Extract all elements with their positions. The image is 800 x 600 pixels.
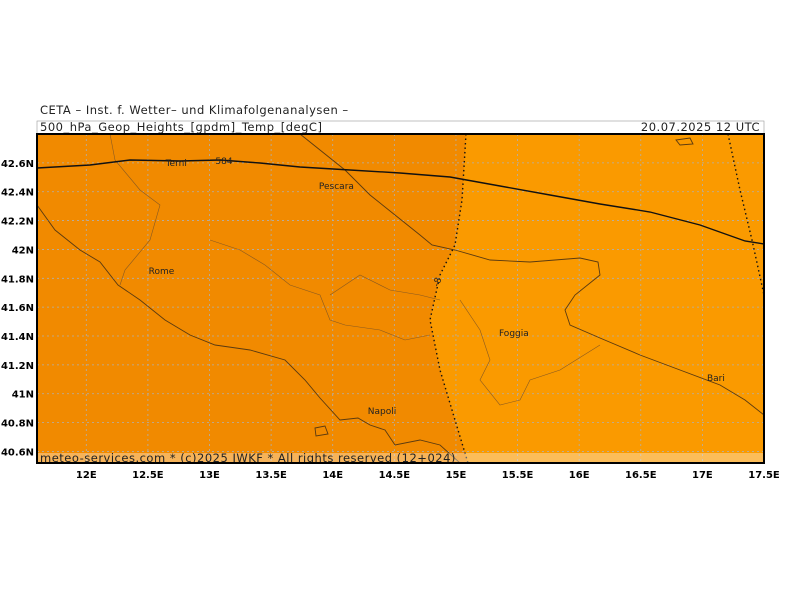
lat-tick-label: 42N: [12, 245, 34, 256]
lon-tick-label: 14.5E: [379, 470, 411, 481]
footer-bar: [37, 453, 764, 463]
lon-tick-label: 12.5E: [132, 470, 164, 481]
city-label: Rome: [149, 267, 175, 277]
coastline-tyrrhenian: [37, 204, 461, 463]
city-label: Foggia: [499, 329, 529, 339]
header-date: 20.07.2025 12 UTC: [641, 120, 760, 134]
lat-tick-label: 41.8N: [1, 274, 34, 285]
contour-label: -8: [432, 276, 445, 288]
footer-credit: meteo-services.com * (c)2025 IWKF * All …: [40, 451, 456, 465]
city-label: Terni: [165, 159, 187, 169]
lon-tick-label: 17.5E: [748, 470, 780, 481]
lat-tick-label: 41.4N: [1, 332, 34, 343]
regional-borders: [109, 134, 601, 406]
lat-tick-label: 40.8N: [1, 419, 34, 430]
header-field: 500_hPa_Geop_Heights_[gpdm]_Temp_[degC]: [40, 120, 322, 134]
city-label: Bari: [707, 374, 725, 384]
lon-tick-label: 17E: [692, 470, 713, 481]
islands: [314, 137, 694, 437]
grid: [37, 134, 764, 463]
map-frame: [36, 133, 765, 464]
axis-ticks: 12E 12.5E 13E 13.5E 14E 14.5E 15E 15.5E 16E 16.5E…: [1, 159, 780, 481]
lat-tick-label: 41.2N: [1, 361, 34, 372]
contour-label: 584: [215, 157, 232, 167]
lon-tick-label: 13E: [199, 470, 220, 481]
geopotential-contour: [37, 159, 764, 245]
lon-tick-label: 16.5E: [625, 470, 657, 481]
city-label: Pescara: [319, 182, 354, 192]
lon-tick-label: 16E: [569, 470, 590, 481]
lon-tick-label: 15.5E: [502, 470, 534, 481]
cities: Terni Pescara Rome Foggia Napoli Bari: [149, 159, 725, 417]
lat-tick-label: 40.6N: [1, 447, 34, 458]
cold-region: [37, 134, 468, 463]
header-title: CETA – Inst. f. Wetter– und Klimafolgena…: [40, 103, 349, 117]
lon-tick-label: 15E: [446, 470, 467, 481]
lat-tick-label: 42.4N: [1, 188, 34, 199]
lon-tick-label: 14E: [322, 470, 343, 481]
coastline-adriatic: [299, 134, 764, 416]
lon-tick-label: 13.5E: [255, 470, 287, 481]
lat-tick-label: 42.6N: [1, 159, 34, 170]
lat-tick-label: 41N: [12, 390, 34, 401]
lon-tick-label: 12E: [76, 470, 97, 481]
lat-tick-label: 42.2N: [1, 217, 34, 228]
lat-tick-label: 41.6N: [1, 303, 34, 314]
city-label: Napoli: [368, 407, 396, 417]
